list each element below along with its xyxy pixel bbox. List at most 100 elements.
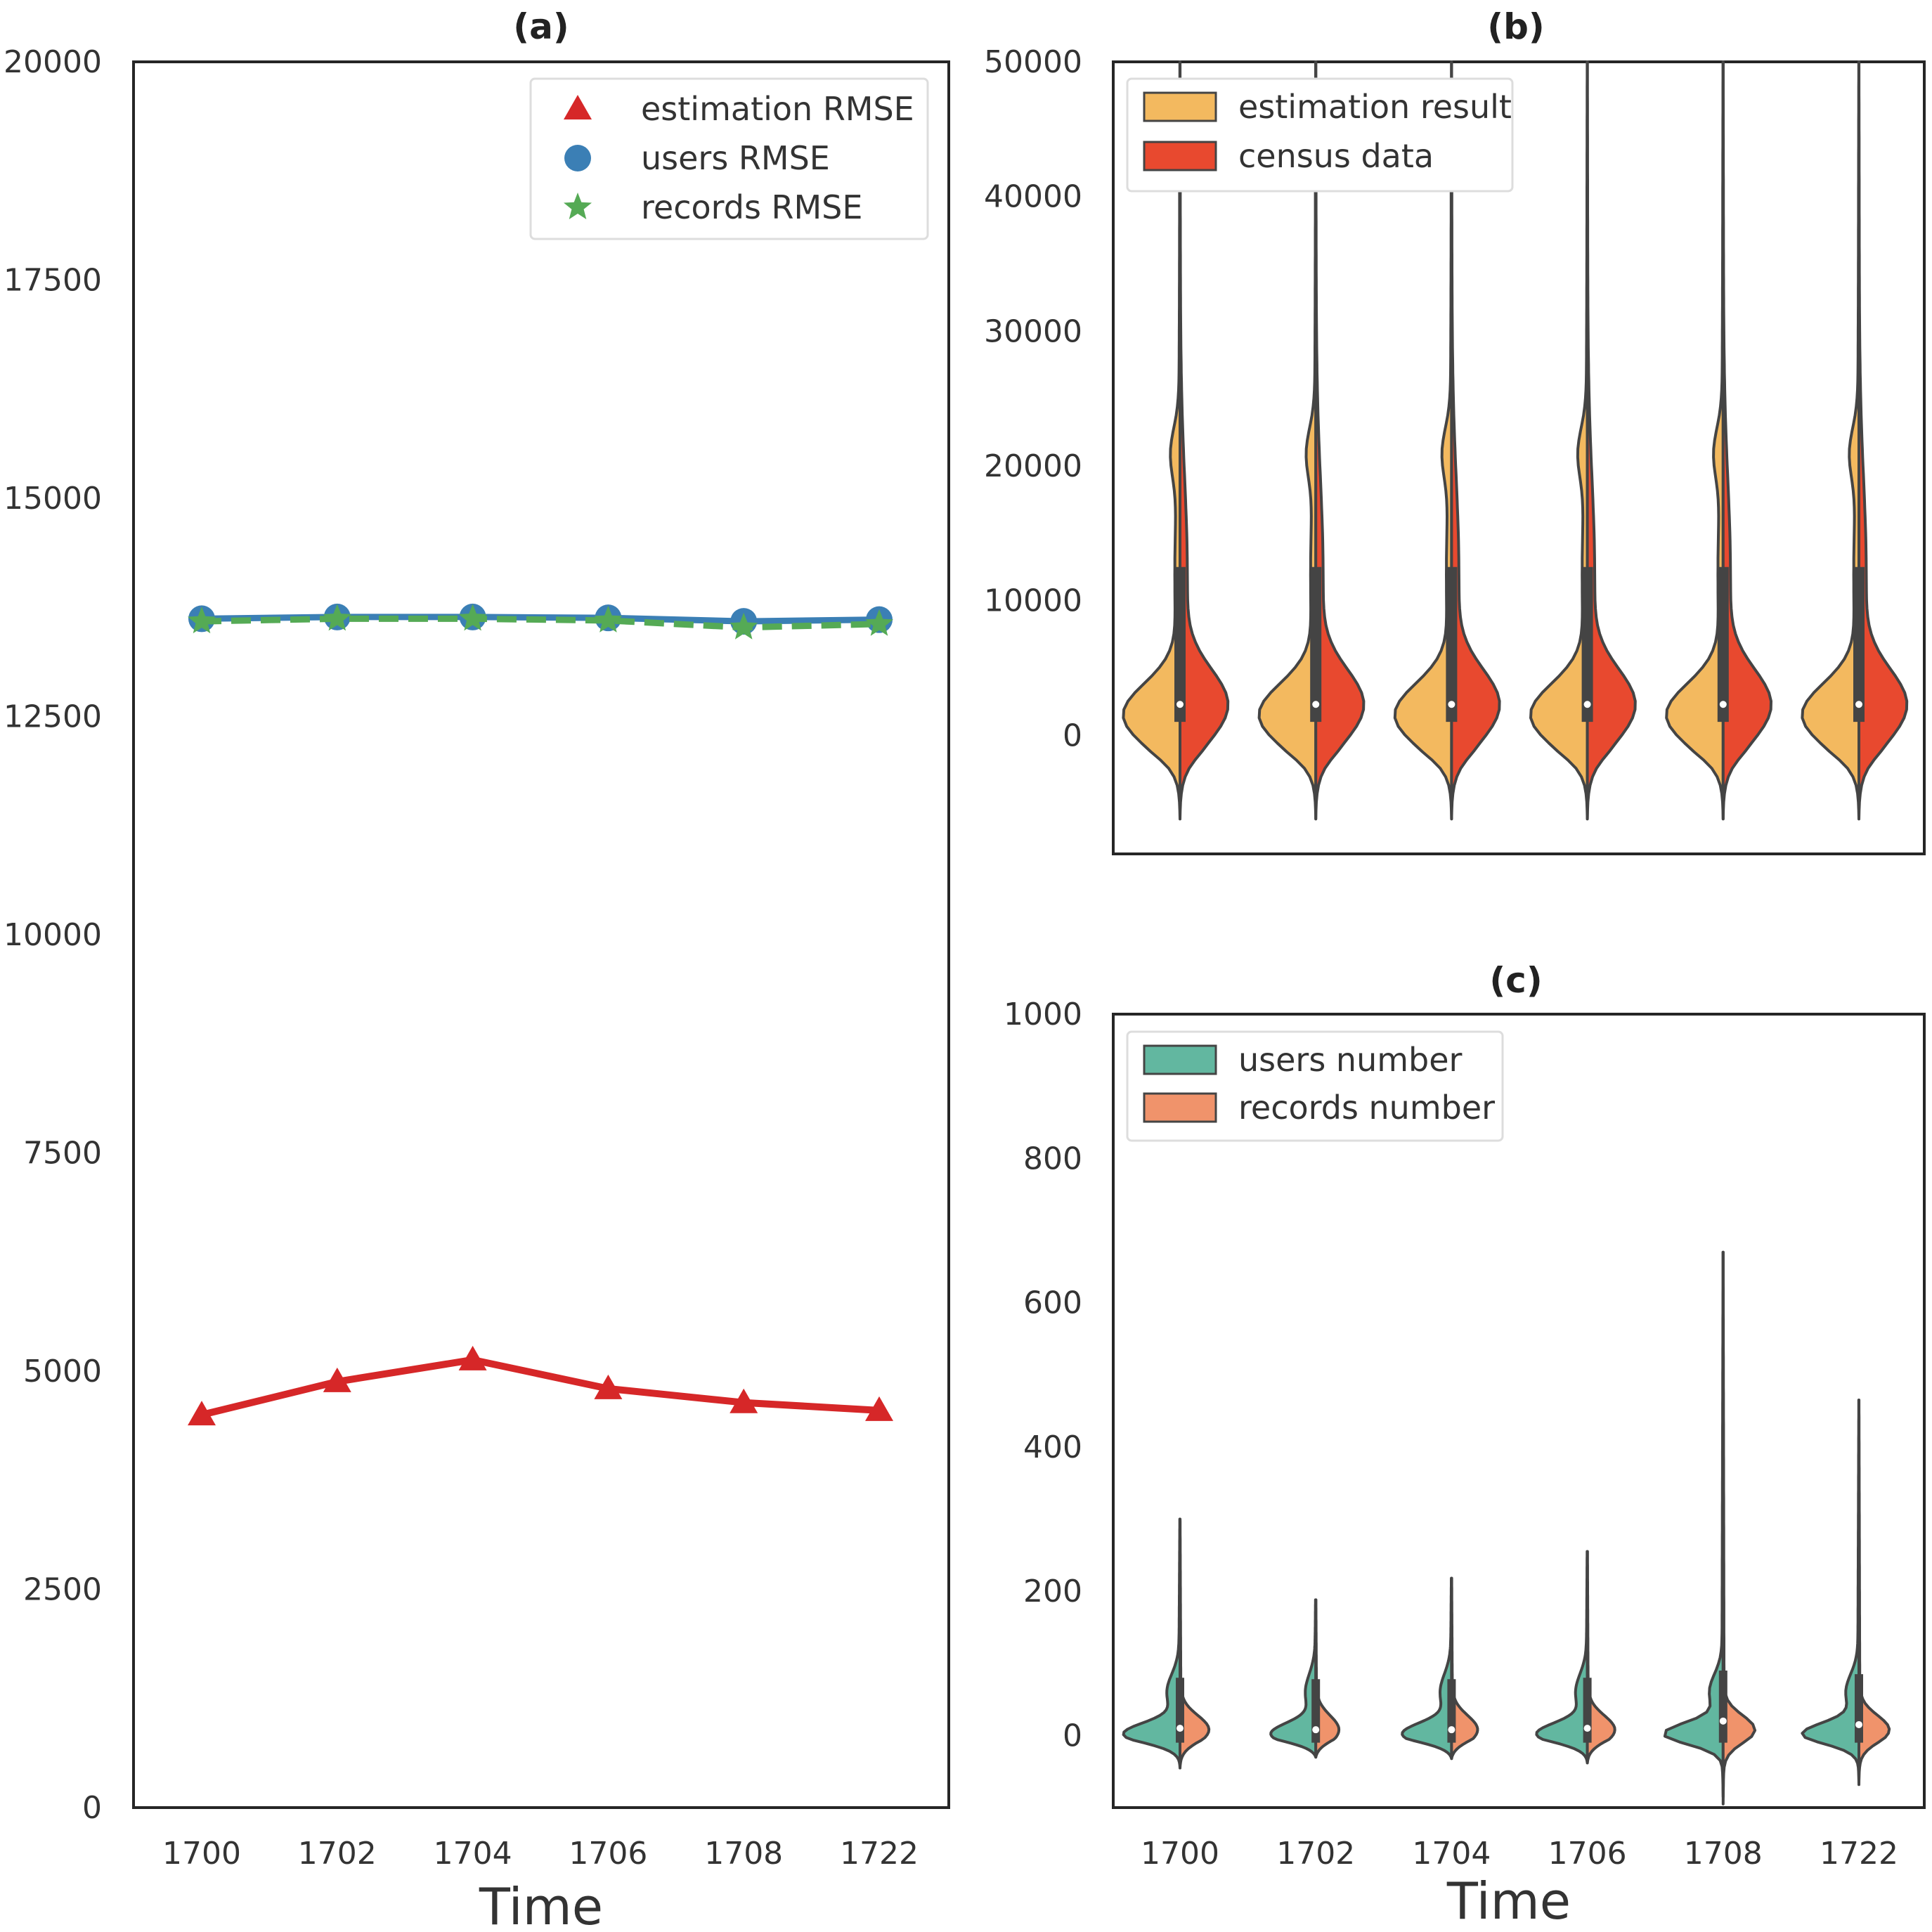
panel-c-xtick-label: 1706	[1548, 1836, 1627, 1872]
violin-users-number	[1801, 1399, 1860, 1787]
panel-c-xtick-label: 1702	[1276, 1836, 1355, 1872]
panel-a-xtick-label: 1706	[569, 1836, 647, 1872]
series-line-estimation-rmse	[200, 1356, 880, 1418]
panel-c-ytick-label: 0	[1063, 1718, 1082, 1753]
legend-swatch-users-number	[1143, 1044, 1217, 1075]
legend-label-estimation-result: estimation result	[1238, 88, 1512, 126]
violin-records-number	[1721, 1250, 1757, 1805]
violin-records-number	[1858, 1399, 1891, 1787]
panel-b-plot: 0 10000 20000 30000 40000 50000 estimation res…	[984, 44, 1926, 855]
panel-a-xtick-label: 1702	[298, 1836, 377, 1872]
panel-c-plot: 0 200 400 600 800 1000 1700 1702 1704 1706 1708 172…	[1004, 997, 1926, 1872]
violin-median-dot	[1176, 701, 1184, 708]
panel-c-ytick-label: 1000	[1004, 997, 1082, 1032]
violin-median-dot	[1312, 1726, 1320, 1734]
panel-c-xlabel: Time	[1446, 1872, 1571, 1931]
panel-c-xtick-label: 1722	[1820, 1836, 1898, 1872]
data-point-estimation-rmse	[323, 1367, 351, 1392]
violin-estimation-result	[1665, 60, 1725, 821]
violin-median-dot	[1719, 1717, 1727, 1725]
violin-median-dot	[1719, 701, 1727, 708]
panel-a-ytick-label: 15000	[4, 481, 102, 517]
violin-users-number	[1122, 1517, 1181, 1770]
data-point-estimation-rmse	[594, 1374, 623, 1399]
legend-label-users-number: users number	[1238, 1041, 1463, 1079]
panel-b-frame	[1112, 60, 1926, 855]
panel-a-ytick-label: 12500	[4, 699, 102, 735]
panel-a-plot: 0 2500 5000 7500 10000 12500 15000 17500 20000 17…	[4, 44, 950, 1872]
data-point-records-rmse	[594, 605, 623, 633]
legend-label-records-rmse: records RMSE	[641, 188, 862, 226]
panel-a-xlabel: Time	[479, 1877, 603, 1932]
violin-median-dot	[1176, 1725, 1184, 1732]
violin-records-number	[1450, 1576, 1479, 1761]
panel-a-ytick-label: 17500	[4, 263, 102, 299]
data-point-estimation-rmse	[865, 1396, 893, 1421]
series-line-records-rmse	[201, 615, 880, 631]
panel-c-ytick-label: 400	[1023, 1429, 1082, 1465]
panel-a-ytick-label: 10000	[4, 917, 102, 953]
violin-median-dot	[1855, 701, 1862, 708]
legend-swatch-census-data	[1143, 141, 1217, 171]
legend-marker-records-rmse	[564, 193, 592, 219]
violin-estimation-result	[1801, 60, 1860, 821]
panel-c-ytick-label: 600	[1023, 1285, 1082, 1321]
data-point-estimation-rmse	[458, 1345, 487, 1370]
panel-a-xtick-label: 1722	[840, 1836, 919, 1872]
data-point-records-rmse	[323, 604, 351, 631]
legend-label-estimation-rmse: estimation RMSE	[641, 90, 914, 128]
panel-a-xtick-label: 1708	[704, 1836, 783, 1872]
violin-median-dot	[1583, 1725, 1591, 1732]
violin-census-data	[1858, 60, 1909, 821]
data-point-records-rmse	[458, 604, 487, 631]
violin-records-number	[1314, 1598, 1341, 1759]
panel-c-xtick-label: 1700	[1141, 1836, 1219, 1872]
panel-a-ytick-label: 7500	[23, 1136, 102, 1172]
panel-a-ytick-label: 20000	[4, 44, 102, 80]
violin-users-number	[1401, 1576, 1453, 1761]
panel-a-ytick-label: 5000	[23, 1354, 102, 1389]
violin-records-number	[1586, 1550, 1616, 1765]
panel-c-title: (c)	[1489, 960, 1542, 1001]
panel-b-legend-box	[1126, 77, 1514, 193]
panel-c-ytick-label: 200	[1023, 1574, 1082, 1609]
legend-swatch-estimation-result	[1143, 91, 1217, 122]
panel-c-ytick-label: 800	[1023, 1141, 1082, 1176]
data-point-estimation-rmse	[730, 1388, 758, 1413]
violin-users-number	[1535, 1550, 1589, 1765]
panel-a-ytick-label: 2500	[23, 1572, 102, 1608]
legend-label-census-data: census data	[1238, 137, 1434, 175]
panel-b-ytick-label: 10000	[984, 583, 1082, 619]
data-point-records-rmse	[865, 609, 893, 636]
data-point-estimation-rmse	[188, 1401, 216, 1426]
violin-median-dot	[1448, 701, 1456, 708]
panel-c-legend-box	[1126, 1030, 1504, 1142]
panel-a-xtick-label: 1700	[162, 1836, 241, 1872]
legend-marker-estimation-rmse	[564, 95, 592, 119]
panel-b-ytick-label: 20000	[984, 448, 1082, 484]
violin-census-data	[1586, 60, 1637, 821]
legend-swatch-records-number	[1143, 1092, 1217, 1123]
violin-estimation-result	[1529, 60, 1589, 821]
violin-median-dot	[1448, 1726, 1456, 1734]
panel-a-ytick-label: 0	[82, 1790, 102, 1826]
panel-a-xtick-label: 1704	[434, 1836, 512, 1872]
legend-label-users-rmse: users RMSE	[641, 139, 830, 177]
data-point-records-rmse	[730, 612, 758, 640]
violin-median-dot	[1583, 701, 1591, 708]
panel-a-title: (a)	[513, 6, 569, 47]
data-point-records-rmse	[188, 607, 216, 634]
violin-census-data	[1721, 60, 1772, 821]
panel-a-legend-box	[529, 77, 929, 240]
panel-c-xtick-label: 1704	[1412, 1836, 1491, 1872]
legend-label-records-number: records number	[1238, 1089, 1495, 1127]
panel-b-ytick-label: 30000	[984, 313, 1082, 349]
panel-c-xtick-label: 1708	[1684, 1836, 1763, 1872]
panel-b-ytick-label: 0	[1063, 718, 1082, 753]
violin-users-number	[1663, 1250, 1725, 1798]
violin-records-number	[1179, 1517, 1211, 1770]
panel-b-title: (b)	[1487, 6, 1545, 47]
panel-b-ytick-label: 50000	[984, 44, 1082, 80]
legend-marker-users-rmse	[564, 145, 591, 171]
violin-median-dot	[1312, 701, 1320, 708]
